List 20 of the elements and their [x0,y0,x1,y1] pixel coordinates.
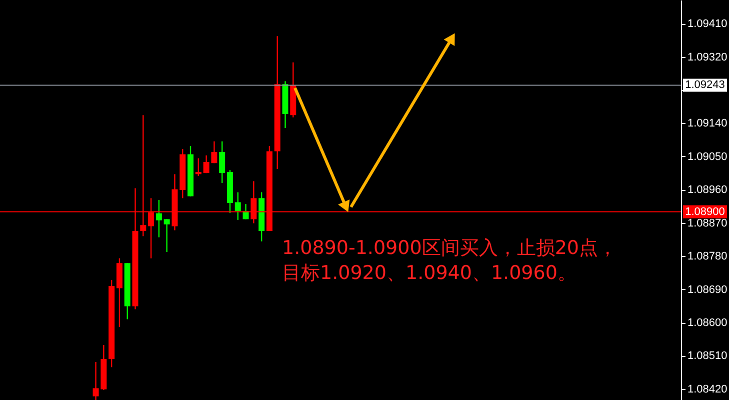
y-tick-label: 1.09320 [688,51,728,64]
y-tick-label: 1.09140 [688,118,728,130]
annotation: 目标1.0920、1.0940、1.0960。 [282,262,576,284]
candlestick [156,199,162,238]
candlestick [219,140,226,184]
ref-line-label: 1.09243 [685,79,725,92]
candlestick [234,192,241,221]
y-tick-label: 1.08960 [688,184,728,196]
y-tick-label: 1.08870 [688,217,728,230]
annotation: 1.0890-1.0900区间买入，止损20点， [282,237,617,259]
y-tick-label: 1.08510 [688,350,728,362]
y-tick-label: 1.08780 [688,250,728,263]
y-tick-label: 1.09410 [688,18,728,30]
candlestick [164,218,170,253]
y-tick-label: 1.08690 [688,284,728,296]
y-tick-label: 1.09050 [688,150,728,163]
y-tick-label: 1.08420 [688,383,728,396]
candlestick [195,158,202,177]
y-tick-label: 1.08600 [688,317,728,330]
ref-line-label: 1.08900 [685,206,725,218]
